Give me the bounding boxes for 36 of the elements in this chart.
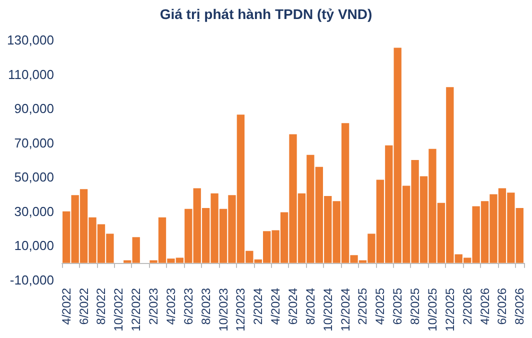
y-tick-label: 50,000 [14, 170, 54, 185]
x-tick-label: 12/2022 [129, 288, 144, 332]
x-tick-label: 2/2025 [356, 288, 370, 325]
x-tick-label: 6/2026 [495, 288, 510, 325]
x-tick-label: 10/2025 [425, 288, 440, 332]
x-tick-label: 12/2024 [338, 288, 352, 332]
x-tick-label: 12/2025 [442, 288, 457, 332]
x-tick-label: 12/2023 [234, 288, 248, 332]
x-tick-label: 4/2022 [59, 288, 74, 325]
y-tick-label: 90,000 [14, 101, 54, 116]
x-tick-label: 4/2025 [373, 288, 388, 325]
x-tick-label: 8/2024 [303, 288, 318, 325]
y-tick-label: 130,000 [7, 32, 54, 48]
y-tick-label: 70,000 [14, 135, 54, 150]
chart-title: Giá trị phát hành TPDN (tỷ VND) [160, 6, 372, 22]
x-tick-label: 4/2024 [268, 288, 283, 325]
x-tick-label: 2/2023 [146, 288, 161, 325]
x-tick-label: 6/2024 [286, 288, 300, 325]
y-tick-label: 10,000 [14, 238, 54, 254]
x-tick-label: 4/2026 [478, 288, 492, 325]
x-tick-label: 8/2026 [512, 288, 527, 325]
x-tick-label: 4/2023 [164, 288, 178, 325]
x-tick-label: 6/2023 [181, 288, 196, 325]
x-tick-label: 2/2024 [251, 288, 266, 325]
x-tick-label: 6/2022 [76, 288, 91, 325]
x-tick-label: 10/2022 [112, 288, 126, 332]
x-tick-label: 8/2025 [408, 288, 422, 325]
y-tick-label: 30,000 [14, 204, 54, 219]
y-tick-label: -10,000 [10, 272, 54, 288]
x-tick-label: 10/2023 [216, 288, 230, 332]
x-tick-label: 8/2023 [198, 288, 213, 325]
x-tick-label: 8/2022 [94, 288, 108, 325]
x-tick-label: 10/2024 [320, 288, 335, 332]
x-tick-label: 6/2025 [390, 288, 405, 325]
x-tick-label: 2/2026 [460, 288, 474, 325]
y-tick-label: 110,000 [8, 66, 54, 82]
